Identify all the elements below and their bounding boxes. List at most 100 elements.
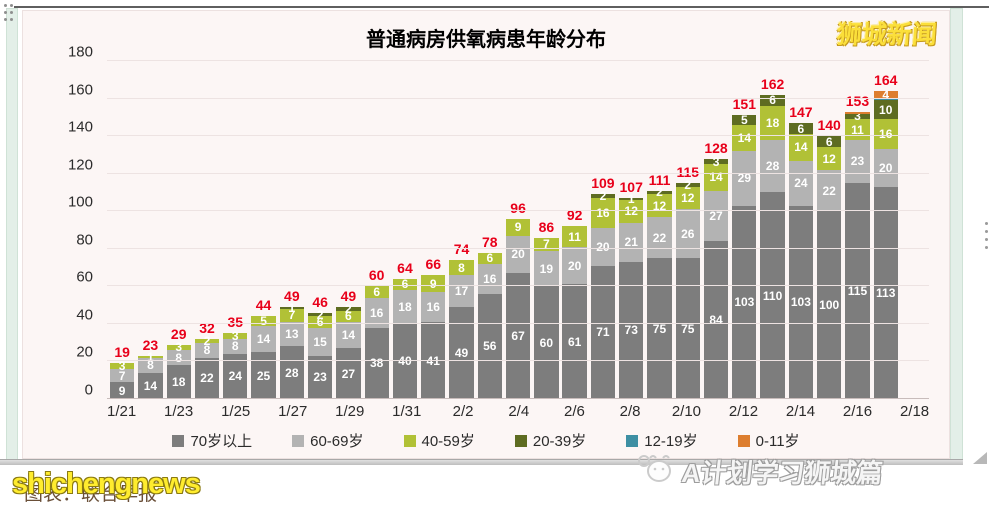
bar-segment: 67 [505,273,531,399]
x-tick-label: 1/29 [335,403,365,420]
bar-segment: 16 [477,263,502,294]
segment-value-label: 14 [143,378,158,393]
segment-value-label: 3 [118,359,126,374]
bar-slot: 56 16 6 78 [476,61,504,399]
segment-value-label: 6 [389,278,421,290]
stacked-bar: 115 23 11 3 153 [845,93,870,399]
segment-value-label: 1 [627,192,635,207]
bar-segment: 3 [166,341,191,353]
segment-value-label: 16 [870,128,902,140]
bar-segment: 75 [675,258,700,399]
segment-value-label: 6 [304,316,336,328]
y-axis-labels: 180 160 140 120 100 80 60 40 20 0 [49,44,99,399]
bar-segment: 3 [703,156,729,168]
stacked-bar: 75 22 12 2 111 [647,172,672,399]
bar-segment: 14 [788,134,814,161]
bar-segment: 6 [788,123,814,135]
x-tick-label: 2/14 [785,403,816,420]
bar-segment: 28 [279,346,304,399]
legend-swatch [514,434,527,447]
segment-value-label: 3 [712,154,720,169]
bar-segment: 9 [505,218,531,236]
scroll-handle-icon[interactable] [984,222,990,256]
drag-handle-icon[interactable] [2,2,16,32]
bar-segment: 16 [590,198,616,229]
gridline [107,322,929,324]
segment-value-label: 7 [288,308,296,323]
bar-total-label: 66 [425,256,442,273]
y-tick-label: 160 [67,81,93,99]
segment-value-label: 23 [850,154,865,169]
bar-segment: 1 [138,351,163,363]
legend-item: 12-19岁 [626,430,698,451]
segment-value-label: 14 [737,131,751,145]
segment-value-label: 110 [762,288,783,303]
bar-total-label: 49 [340,288,357,305]
gridline [107,97,929,99]
bar-segment: 6 [760,94,785,106]
bar-segment: 24 [788,160,814,206]
window-right-frame [950,8,963,460]
segment-value-label: 11 [851,122,864,137]
bar-segment: 21 [619,222,644,262]
segment-value-label: 4 [882,87,890,102]
bar-segment: 2 [307,309,333,321]
bar-segment: 23 [845,139,870,184]
segment-value-label: 21 [624,235,638,250]
segment-value-label: 22 [822,183,836,198]
bar-segment: 14 [336,322,361,349]
x-tick-label [364,403,392,420]
bar-slot: 41 16 9 66 [419,61,447,399]
segment-value-label: 14 [709,170,723,185]
bar-segment: 22 [194,357,220,399]
legend-swatch [626,434,639,447]
segment-value-label: 6 [486,251,494,266]
bar-total-label: 153 [845,92,870,109]
legend-label: 40-59岁 [421,433,475,450]
bar-segment: 103 [732,205,757,399]
stacked-bar: 38 16 6 60 [364,267,389,399]
bar-segment: 22 [647,216,672,259]
segment-value-label: 9 [429,276,437,291]
segment-value-label: 5 [740,113,748,128]
bar-segment: 28 [760,139,785,193]
segment-value-label: 2 [656,185,663,200]
legend-label: 60-69岁 [310,433,364,450]
segment-value-label: 2 [684,177,692,192]
bar-total-label: 44 [255,297,272,314]
mascot-icon [636,452,676,491]
bar-slot: 73 21 12 1 107 [617,61,645,399]
bar-segment: 6 [477,252,502,264]
x-tick-label: 2/12 [728,403,759,420]
x-tick-label [136,403,164,420]
bar-total-label: 147 [789,103,813,120]
window-left-frame [6,8,18,460]
x-tick-label [588,403,616,420]
bar-segment: 61 [562,284,587,399]
bar-segment: 73 [619,261,644,399]
stacked-bar: 23 15 6246 [307,294,333,399]
bar-slot: 28 13 7 1 49 [278,61,306,399]
bar-segment: 1 [619,193,644,205]
legend-label: 20-39岁 [532,433,587,450]
segment-value-label: 6 [769,93,776,108]
segment-value-label: 2 [345,301,352,316]
bar-segment: 16 [421,291,446,323]
bar-segment: 13 [279,322,304,347]
bar-slot: 23 15 6246 [306,61,334,399]
bar-segment: 7 [534,237,559,251]
resize-handle-icon[interactable] [973,452,987,464]
segment-value-label: 61 [567,334,582,349]
site-logo: 狮城新闻 [835,21,938,49]
bar-total-label: 23 [142,336,159,353]
y-tick-label: 140 [67,118,93,136]
segment-value-label: 8 [458,260,465,275]
bar-segment: 3 [223,330,248,342]
stacked-bar: 9 7 3 19 [109,344,135,399]
bar-slot: 103 24 14 6 147 [787,61,815,399]
legend-swatch [292,434,305,447]
bar-segment: 27 [336,348,361,399]
segment-value-label: 12 [652,198,667,213]
